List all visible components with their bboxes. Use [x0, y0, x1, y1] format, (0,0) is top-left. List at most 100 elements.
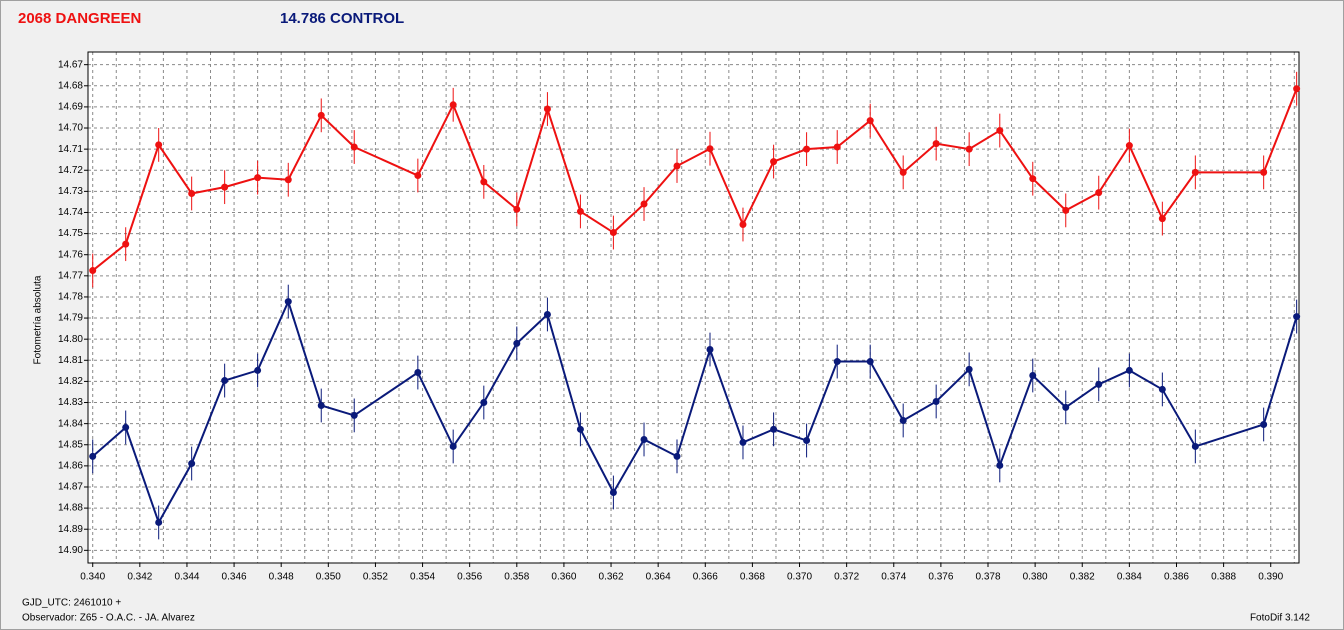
data-point	[609, 229, 617, 237]
data-point	[543, 310, 551, 318]
y-tick-label: 14.69	[58, 102, 83, 113]
data-point	[1260, 420, 1268, 428]
data-point	[254, 366, 262, 374]
x-tick-label: 0.374	[881, 572, 906, 583]
y-tick-label: 14.82	[58, 376, 83, 387]
x-tick-label: 0.340	[80, 572, 105, 583]
data-point	[221, 377, 229, 385]
y-tick-label: 14.81	[58, 355, 83, 366]
data-point	[284, 298, 292, 306]
data-point	[317, 401, 325, 409]
data-point	[932, 140, 940, 148]
data-point	[1293, 85, 1301, 93]
data-point	[706, 346, 714, 354]
data-point	[640, 200, 648, 208]
y-tick-label: 14.76	[58, 249, 83, 260]
x-tick-label: 0.390	[1258, 572, 1283, 583]
y-tick-label: 14.83	[58, 397, 83, 408]
y-tick-label: 14.77	[58, 270, 83, 281]
data-point	[1095, 189, 1103, 197]
x-tick-label: 0.362	[599, 572, 624, 583]
x-tick-label: 0.388	[1211, 572, 1236, 583]
data-point	[480, 399, 488, 407]
x-tick-label: 0.356	[457, 572, 482, 583]
y-tick-label: 14.90	[58, 545, 83, 556]
x-tick-label: 0.376	[928, 572, 953, 583]
data-point	[1062, 403, 1070, 411]
data-point	[899, 168, 907, 176]
y-tick-label: 14.75	[58, 228, 83, 239]
data-point	[1095, 380, 1103, 388]
y-tick-label: 14.74	[58, 207, 83, 218]
legend-entry: 2068 DANGREEN	[18, 10, 141, 27]
y-tick-label: 14.70	[58, 123, 83, 134]
data-point	[449, 442, 457, 450]
series-line	[92, 298, 1298, 525]
data-point	[1191, 442, 1199, 450]
x-tick-label: 0.372	[834, 572, 859, 583]
data-point	[350, 411, 358, 419]
data-point	[673, 162, 681, 170]
y-tick-label: 14.85	[58, 439, 83, 450]
legend-entry: 14.786 CONTROL	[280, 10, 404, 27]
data-point	[1062, 206, 1070, 214]
data-point	[1293, 313, 1301, 321]
data-point	[1125, 142, 1133, 150]
data-point	[803, 145, 811, 153]
data-point	[1125, 366, 1133, 374]
data-point	[89, 452, 97, 460]
data-point	[122, 423, 130, 431]
y-tick-label: 14.84	[58, 418, 83, 429]
x-tick-label: 0.354	[410, 572, 435, 583]
data-point	[803, 437, 811, 445]
data-point	[673, 452, 681, 460]
x-tick-label: 0.368	[740, 572, 765, 583]
data-point	[770, 158, 778, 166]
y-tick-label: 14.68	[58, 80, 83, 91]
data-point	[1029, 175, 1037, 183]
data-point	[996, 127, 1004, 135]
data-point	[480, 178, 488, 186]
x-tick-label: 0.386	[1164, 572, 1189, 583]
x-tick-label: 0.352	[363, 572, 388, 583]
data-point	[284, 176, 292, 184]
data-point	[640, 435, 648, 443]
data-point	[1029, 371, 1037, 379]
data-point	[188, 189, 196, 197]
data-point	[833, 358, 841, 366]
x-axis-label: GJD_UTC: 2461010 +	[22, 598, 121, 609]
data-point	[576, 425, 584, 433]
data-point	[350, 143, 358, 151]
y-tick-label: 14.86	[58, 461, 83, 472]
x-tick-label: 0.350	[316, 572, 341, 583]
x-tick-label: 0.370	[787, 572, 812, 583]
x-tick-label: 0.382	[1070, 572, 1095, 583]
data-point	[89, 267, 97, 275]
data-point	[899, 416, 907, 424]
footer-left: Observador: Z65 - O.A.C. - JA. Alvarez	[22, 613, 195, 624]
x-tick-label: 0.348	[269, 572, 294, 583]
data-point	[706, 145, 714, 153]
data-point	[1158, 385, 1166, 393]
data-point	[449, 101, 457, 109]
data-point	[739, 438, 747, 446]
data-point	[932, 397, 940, 405]
y-axis-label: Fotometría absoluta	[33, 275, 44, 364]
x-tick-label: 0.346	[222, 572, 247, 583]
data-point	[414, 172, 422, 180]
y-tick-label: 14.88	[58, 503, 83, 514]
data-point	[1260, 168, 1268, 176]
data-point	[221, 183, 229, 191]
data-point	[996, 461, 1004, 469]
x-tick-label: 0.384	[1117, 572, 1142, 583]
plot-border	[87, 51, 1300, 564]
y-tick-label: 14.72	[58, 165, 83, 176]
x-tick-label: 0.364	[646, 572, 671, 583]
data-point	[609, 488, 617, 496]
data-point	[513, 339, 521, 347]
data-point	[833, 143, 841, 151]
data-point	[1158, 215, 1166, 223]
data-point	[576, 207, 584, 215]
y-tick-label: 14.78	[58, 292, 83, 303]
